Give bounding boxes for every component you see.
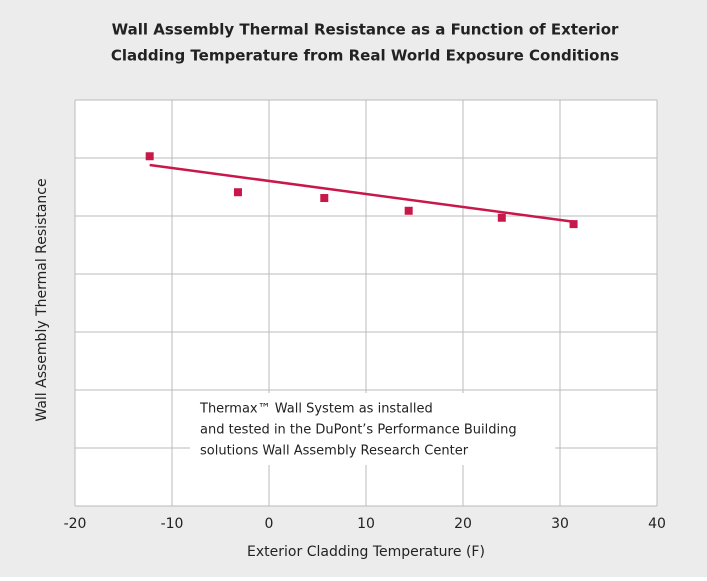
annotation: Thermax™ Wall System as installed xyxy=(199,402,433,417)
annotation: solutions Wall Assembly Research Center xyxy=(200,444,469,459)
chart-title: Cladding Temperature from Real World Exp… xyxy=(111,47,619,65)
trendline xyxy=(149,163,574,224)
x-tick-label: -20 xyxy=(64,516,87,532)
x-axis-label: Exterior Cladding Temperature (F) xyxy=(247,544,485,560)
x-tick-label: 20 xyxy=(454,516,472,532)
chart-title: Wall Assembly Thermal Resistance as a Fu… xyxy=(112,21,619,39)
annotation: and tested in the DuPont’s Performance B… xyxy=(200,423,517,438)
point xyxy=(145,152,154,161)
annotation-box xyxy=(190,393,555,465)
point xyxy=(233,188,242,197)
x-tick-label: 0 xyxy=(265,516,274,532)
y-axis-label: Wall Assembly Thermal Resistance xyxy=(34,178,50,421)
x-tick-label: -10 xyxy=(161,516,184,532)
x-tick-label: 30 xyxy=(551,516,569,532)
point xyxy=(404,206,413,215)
point xyxy=(320,194,329,203)
point xyxy=(497,213,506,222)
x-tick-label: 40 xyxy=(648,516,666,532)
point xyxy=(569,220,578,229)
x-tick-label: 10 xyxy=(357,516,375,532)
